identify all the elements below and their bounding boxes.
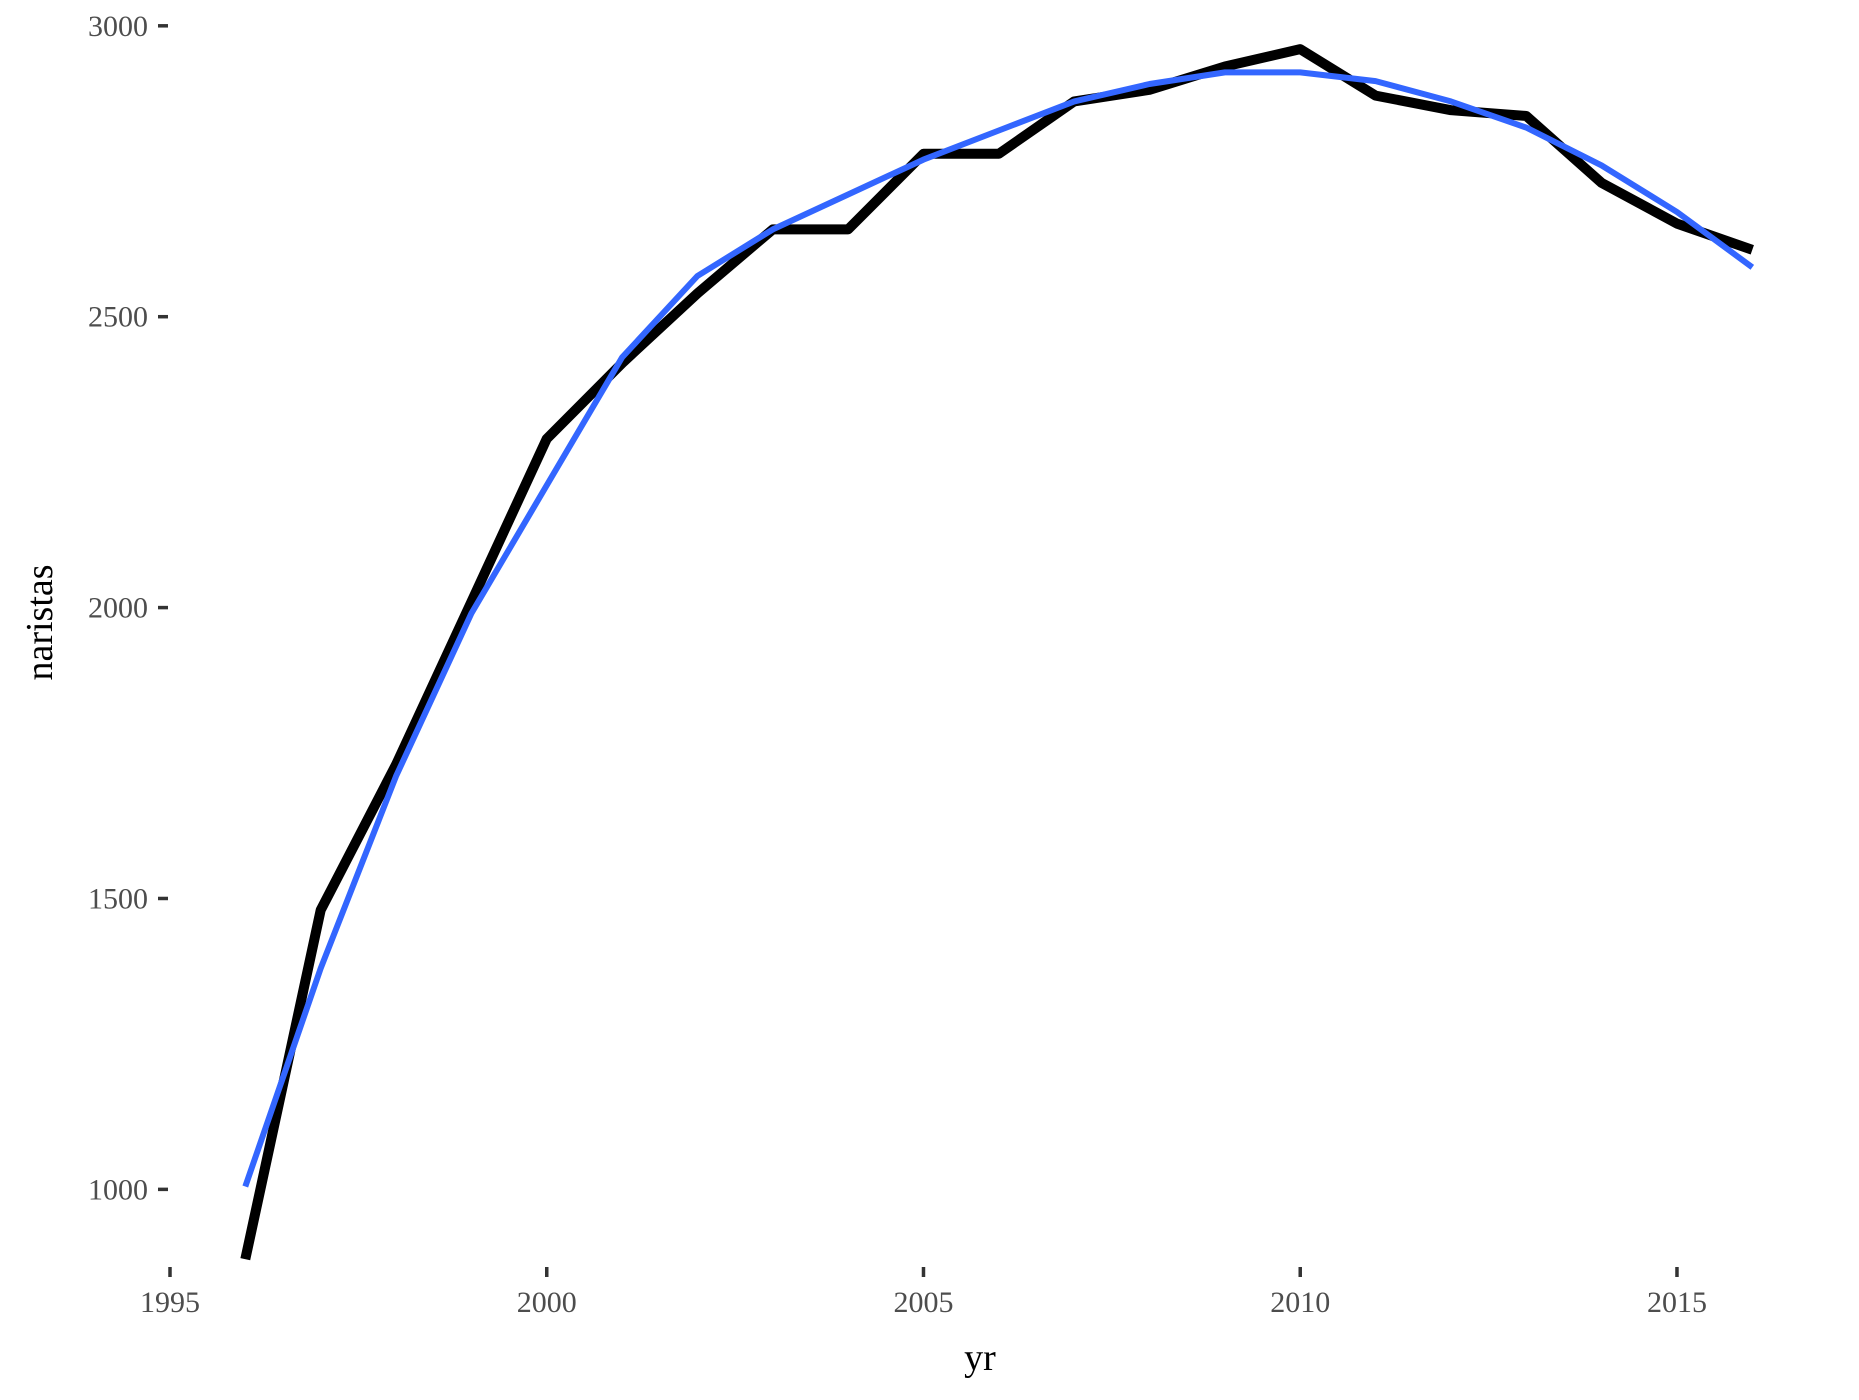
x-axis-title: yr	[964, 1337, 996, 1379]
x-tick-label: 2015	[1647, 1286, 1707, 1319]
x-tick-label: 1995	[140, 1286, 200, 1319]
y-axis-title: naristas	[19, 564, 61, 680]
x-axis: 1995 2000 2005 2010 2015	[140, 1267, 1707, 1319]
x-tick-label: 2000	[517, 1286, 577, 1319]
series-line-smooth	[242, 69, 1755, 1188]
y-tick-label: 3000	[88, 10, 148, 43]
x-tick-label: 2010	[1270, 1286, 1330, 1319]
series-layer	[240, 44, 1755, 1261]
series-line-observed	[240, 44, 1754, 1261]
x-tick-label: 2005	[893, 1286, 953, 1319]
y-axis: 1000 1500 2000 2500 3000	[88, 10, 168, 1206]
y-tick-label: 1000	[88, 1173, 148, 1206]
y-tick-label: 2500	[88, 301, 148, 334]
y-tick-label: 1500	[88, 882, 148, 915]
y-tick-label: 2000	[88, 592, 148, 625]
